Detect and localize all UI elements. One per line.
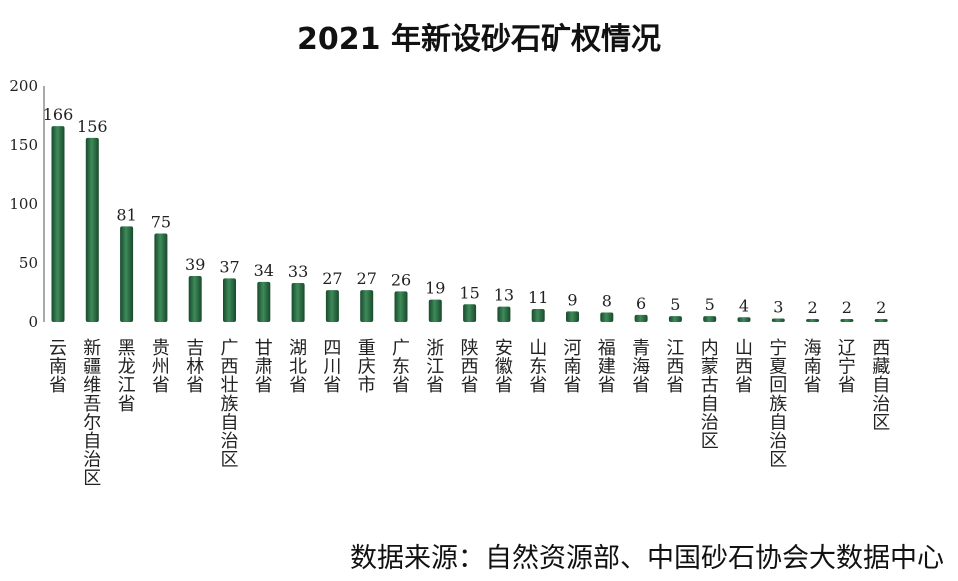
y-tick-label: 0 <box>28 313 38 331</box>
value-label: 37 <box>219 257 239 276</box>
value-label: 5 <box>670 295 680 314</box>
bar <box>806 319 820 322</box>
chart-title: 2021 年新设砂石矿权情况 <box>297 22 661 57</box>
value-label: 13 <box>494 286 514 305</box>
bar <box>325 290 339 322</box>
category-label: 宁夏回族自治区 <box>769 338 787 471</box>
bar <box>291 283 305 322</box>
category-label: 江西省 <box>666 338 684 396</box>
category-label: 甘肃省 <box>255 338 273 396</box>
value-label: 4 <box>739 296 749 315</box>
bar <box>668 316 682 322</box>
value-label: 81 <box>116 205 136 224</box>
value-label: 26 <box>391 270 411 289</box>
value-label: 27 <box>322 269 342 288</box>
value-label: 19 <box>425 279 445 298</box>
category-label: 山东省 <box>529 338 547 396</box>
category-label: 山西省 <box>735 338 753 396</box>
value-label: 2 <box>876 298 886 317</box>
bar <box>840 319 854 322</box>
bar <box>771 318 785 322</box>
category-label: 安徽省 <box>495 338 513 396</box>
category-label: 吉林省 <box>186 338 204 396</box>
bar <box>85 137 99 322</box>
value-label: 15 <box>459 283 479 302</box>
category-label: 四川省 <box>323 338 341 396</box>
value-label: 75 <box>151 213 171 232</box>
category-label: 海南省 <box>804 338 822 396</box>
bar <box>51 126 65 323</box>
bar <box>188 275 202 322</box>
value-label: 33 <box>288 262 308 281</box>
category-label: 云南省 <box>49 338 67 396</box>
y-tick-label: 50 <box>19 254 38 272</box>
category-label: 辽宁省 <box>838 338 856 396</box>
bar <box>463 304 477 322</box>
bar <box>703 316 717 322</box>
y-tick-label: 150 <box>9 136 38 154</box>
category-label: 福建省 <box>598 338 616 396</box>
value-label: 6 <box>636 294 646 313</box>
category-label: 陕西省 <box>461 338 479 396</box>
category-label: 贵州省 <box>152 338 170 396</box>
y-tick-label: 100 <box>9 195 38 213</box>
category-label: 浙江省 <box>426 338 444 396</box>
value-label: 39 <box>185 255 205 274</box>
category-label: 广东省 <box>392 338 410 396</box>
category-label: 青海省 <box>632 338 650 396</box>
bar <box>223 278 236 322</box>
category-label: 内蒙古自治区 <box>701 338 719 452</box>
value-label: 34 <box>254 261 274 280</box>
bar <box>428 299 442 322</box>
value-label: 9 <box>567 290 577 309</box>
value-label: 8 <box>602 292 612 311</box>
bars <box>51 126 888 323</box>
value-label: 156 <box>77 117 108 136</box>
value-label: 2 <box>842 298 852 317</box>
category-label: 重庆市 <box>358 338 376 396</box>
bar <box>154 233 168 322</box>
bar <box>874 319 888 322</box>
value-label: 5 <box>705 295 715 314</box>
category-label: 湖北省 <box>289 338 307 396</box>
value-label: 2 <box>808 298 818 317</box>
category-labels: 云南省新疆维吾尔自治区黑龙江省贵州省吉林省广西壮族自治区甘肃省湖北省四川省重庆市… <box>49 338 890 489</box>
bar <box>120 226 134 322</box>
value-label: 3 <box>773 297 783 316</box>
bar <box>257 281 271 322</box>
bar <box>497 306 511 322</box>
value-label: 11 <box>528 288 548 307</box>
category-label: 广西壮族自治区 <box>221 338 239 471</box>
bar <box>531 309 545 322</box>
category-label: 黑龙江省 <box>118 338 136 415</box>
bar <box>600 312 614 322</box>
value-label: 166 <box>43 105 74 124</box>
bar <box>360 290 374 322</box>
category-label: 新疆维吾尔自治区 <box>83 338 101 489</box>
y-axis-ticks: 0 50 100 150 200 <box>9 77 38 331</box>
bar <box>634 314 648 322</box>
value-label: 27 <box>357 269 377 288</box>
bar <box>566 311 579 322</box>
y-tick-label: 200 <box>9 77 38 95</box>
category-label: 河南省 <box>564 338 582 396</box>
category-label: 西藏自治区 <box>872 338 890 433</box>
bar <box>394 291 408 322</box>
bar <box>737 317 751 322</box>
source-note: 数据来源：自然资源部、中国砂石协会大数据中心 <box>350 543 944 574</box>
